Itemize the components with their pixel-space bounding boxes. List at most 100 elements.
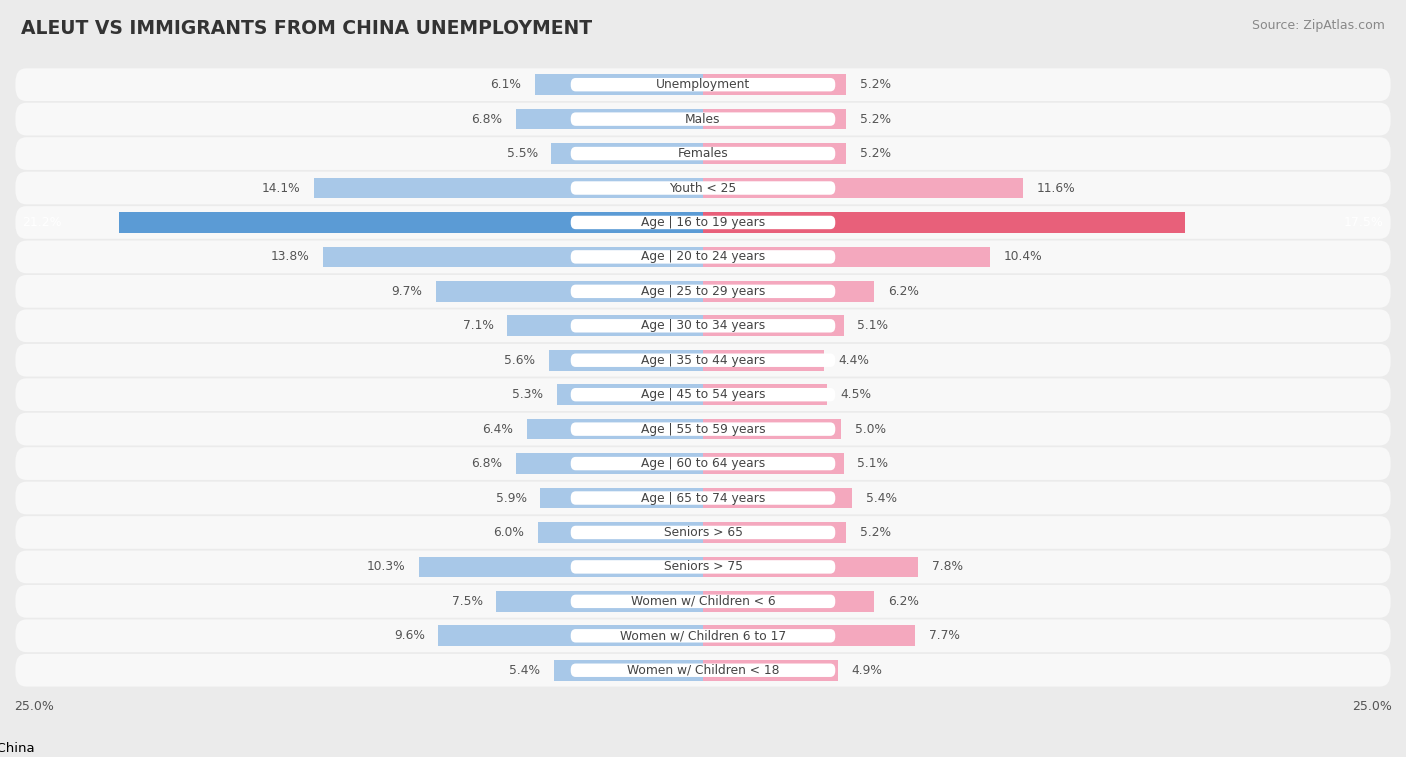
Text: 5.3%: 5.3% — [512, 388, 543, 401]
FancyBboxPatch shape — [15, 206, 1391, 238]
Bar — [439, 625, 703, 646]
Bar — [516, 109, 703, 129]
Text: Women w/ Children 6 to 17: Women w/ Children 6 to 17 — [620, 629, 786, 642]
Text: 21.2%: 21.2% — [22, 216, 62, 229]
FancyBboxPatch shape — [15, 378, 1391, 411]
Text: 5.4%: 5.4% — [509, 664, 540, 677]
Text: Age | 20 to 24 years: Age | 20 to 24 years — [641, 251, 765, 263]
Text: Source: ZipAtlas.com: Source: ZipAtlas.com — [1251, 19, 1385, 32]
Bar — [703, 488, 852, 509]
FancyBboxPatch shape — [15, 654, 1391, 687]
Text: Youth < 25: Youth < 25 — [669, 182, 737, 195]
Text: 9.7%: 9.7% — [391, 285, 422, 298]
Bar — [551, 143, 703, 164]
Text: Age | 16 to 19 years: Age | 16 to 19 years — [641, 216, 765, 229]
Text: 25.0%: 25.0% — [1353, 700, 1392, 713]
FancyBboxPatch shape — [15, 172, 1391, 204]
FancyBboxPatch shape — [571, 354, 835, 367]
FancyBboxPatch shape — [571, 422, 835, 436]
FancyBboxPatch shape — [15, 550, 1391, 584]
Text: 6.8%: 6.8% — [471, 457, 502, 470]
Text: Age | 65 to 74 years: Age | 65 to 74 years — [641, 491, 765, 504]
FancyBboxPatch shape — [15, 68, 1391, 101]
Text: 13.8%: 13.8% — [270, 251, 309, 263]
Bar — [703, 74, 846, 95]
Bar — [496, 591, 703, 612]
Text: 5.9%: 5.9% — [496, 491, 527, 504]
Text: Women w/ Children < 18: Women w/ Children < 18 — [627, 664, 779, 677]
Text: 6.2%: 6.2% — [887, 595, 918, 608]
FancyBboxPatch shape — [571, 491, 835, 505]
FancyBboxPatch shape — [15, 241, 1391, 273]
Text: 11.6%: 11.6% — [1036, 182, 1076, 195]
FancyBboxPatch shape — [571, 526, 835, 539]
Text: 14.1%: 14.1% — [262, 182, 301, 195]
Text: Females: Females — [678, 147, 728, 160]
Bar — [554, 660, 703, 681]
FancyBboxPatch shape — [571, 664, 835, 677]
Text: ALEUT VS IMMIGRANTS FROM CHINA UNEMPLOYMENT: ALEUT VS IMMIGRANTS FROM CHINA UNEMPLOYM… — [21, 19, 592, 38]
Text: 5.1%: 5.1% — [858, 457, 889, 470]
Bar — [703, 350, 824, 371]
Text: 4.9%: 4.9% — [852, 664, 883, 677]
Bar — [703, 556, 918, 578]
Bar — [703, 453, 844, 474]
FancyBboxPatch shape — [15, 413, 1391, 445]
Text: Age | 55 to 59 years: Age | 55 to 59 years — [641, 422, 765, 435]
Text: 7.8%: 7.8% — [932, 560, 963, 573]
FancyBboxPatch shape — [15, 137, 1391, 170]
FancyBboxPatch shape — [571, 595, 835, 608]
Bar — [516, 453, 703, 474]
Text: Unemployment: Unemployment — [655, 78, 751, 91]
FancyBboxPatch shape — [571, 457, 835, 470]
Bar — [703, 316, 844, 336]
Bar — [557, 385, 703, 405]
Text: 7.5%: 7.5% — [451, 595, 482, 608]
Text: Age | 35 to 44 years: Age | 35 to 44 years — [641, 354, 765, 366]
Text: 5.1%: 5.1% — [858, 319, 889, 332]
Text: Seniors > 65: Seniors > 65 — [664, 526, 742, 539]
Text: 5.2%: 5.2% — [860, 113, 891, 126]
Text: 6.0%: 6.0% — [494, 526, 524, 539]
FancyBboxPatch shape — [571, 112, 835, 126]
Bar — [703, 385, 827, 405]
Bar — [703, 247, 990, 267]
Bar — [703, 591, 875, 612]
Text: 4.5%: 4.5% — [841, 388, 872, 401]
Bar — [419, 556, 703, 578]
Text: 6.8%: 6.8% — [471, 113, 502, 126]
Bar — [703, 625, 915, 646]
Bar — [703, 419, 841, 440]
Text: 4.4%: 4.4% — [838, 354, 869, 366]
Text: 9.6%: 9.6% — [394, 629, 425, 642]
Text: 5.4%: 5.4% — [866, 491, 897, 504]
Text: Seniors > 75: Seniors > 75 — [664, 560, 742, 573]
FancyBboxPatch shape — [571, 629, 835, 643]
Bar — [537, 522, 703, 543]
Bar — [703, 143, 846, 164]
Text: Age | 60 to 64 years: Age | 60 to 64 years — [641, 457, 765, 470]
Text: Age | 25 to 29 years: Age | 25 to 29 years — [641, 285, 765, 298]
Text: Women w/ Children < 6: Women w/ Children < 6 — [631, 595, 775, 608]
FancyBboxPatch shape — [571, 250, 835, 263]
Bar — [703, 109, 846, 129]
FancyBboxPatch shape — [571, 319, 835, 332]
Bar — [118, 212, 703, 233]
Text: Age | 30 to 34 years: Age | 30 to 34 years — [641, 319, 765, 332]
Text: 6.1%: 6.1% — [491, 78, 522, 91]
Text: 7.1%: 7.1% — [463, 319, 494, 332]
FancyBboxPatch shape — [15, 516, 1391, 549]
FancyBboxPatch shape — [571, 216, 835, 229]
Text: 5.6%: 5.6% — [503, 354, 534, 366]
Text: Males: Males — [685, 113, 721, 126]
FancyBboxPatch shape — [15, 619, 1391, 653]
FancyBboxPatch shape — [571, 147, 835, 160]
Text: 6.2%: 6.2% — [887, 285, 918, 298]
FancyBboxPatch shape — [571, 285, 835, 298]
FancyBboxPatch shape — [571, 388, 835, 401]
Text: 10.4%: 10.4% — [1004, 251, 1042, 263]
Text: 5.2%: 5.2% — [860, 78, 891, 91]
Bar — [323, 247, 703, 267]
Text: 17.5%: 17.5% — [1344, 216, 1384, 229]
Bar — [315, 178, 703, 198]
